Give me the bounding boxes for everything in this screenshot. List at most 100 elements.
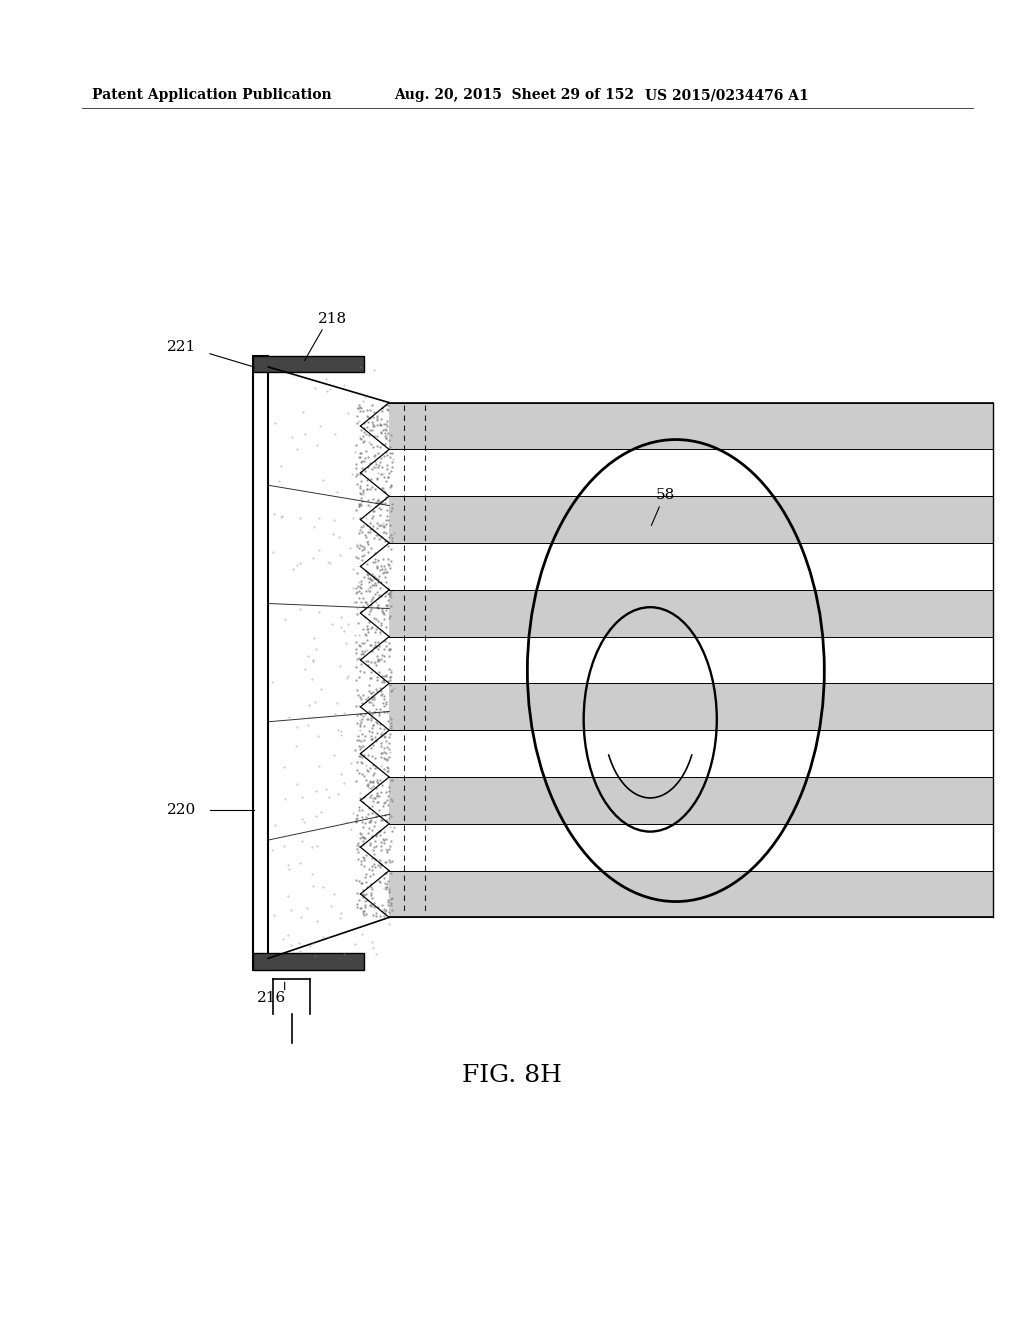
Point xyxy=(367,857,383,878)
Point xyxy=(352,463,369,484)
Point xyxy=(368,906,384,927)
Point xyxy=(365,855,381,876)
Point xyxy=(353,688,370,709)
Point xyxy=(365,412,381,433)
Point xyxy=(361,568,378,589)
Point xyxy=(362,787,379,808)
Point xyxy=(369,405,385,426)
Point xyxy=(372,821,388,842)
Point xyxy=(378,635,394,656)
Point xyxy=(352,577,369,598)
Point xyxy=(351,535,368,556)
Point xyxy=(380,758,396,779)
Point xyxy=(373,743,389,764)
Point xyxy=(358,770,375,791)
Point xyxy=(360,817,377,838)
Point xyxy=(351,647,368,668)
Point xyxy=(362,738,379,759)
Point xyxy=(368,568,384,589)
Point xyxy=(364,874,380,895)
Point xyxy=(381,738,397,759)
Point xyxy=(376,793,392,814)
Point xyxy=(380,554,396,576)
Point xyxy=(352,520,369,541)
Point xyxy=(351,667,368,688)
Point xyxy=(376,556,392,577)
Point xyxy=(376,759,392,780)
Point xyxy=(362,725,379,746)
Point xyxy=(352,442,369,463)
Point xyxy=(355,900,372,921)
Point xyxy=(356,447,373,469)
Point xyxy=(371,785,387,807)
Point xyxy=(353,873,370,894)
Point xyxy=(372,560,388,581)
Point xyxy=(351,587,368,609)
Point xyxy=(380,671,396,692)
Point xyxy=(359,822,376,843)
Point xyxy=(365,506,381,527)
Point xyxy=(369,409,385,430)
Point xyxy=(357,863,374,884)
Point xyxy=(376,722,392,743)
Point xyxy=(365,688,381,709)
Point xyxy=(364,458,380,479)
Point xyxy=(374,775,390,796)
Point xyxy=(355,715,372,737)
Point xyxy=(377,566,393,587)
Point xyxy=(383,451,399,473)
Point xyxy=(355,766,372,787)
Point xyxy=(370,414,386,436)
Point xyxy=(353,570,370,591)
Point xyxy=(367,747,383,768)
Point xyxy=(366,772,382,793)
Point xyxy=(373,414,389,436)
Point xyxy=(382,446,398,467)
Point xyxy=(357,903,374,924)
Point xyxy=(379,399,395,420)
Point xyxy=(352,475,369,496)
Point xyxy=(365,477,381,498)
Point xyxy=(354,458,371,479)
Point xyxy=(379,760,395,781)
Point xyxy=(360,603,377,624)
Point xyxy=(349,548,366,569)
Point xyxy=(355,482,372,503)
Point xyxy=(383,494,399,515)
Point xyxy=(371,649,387,671)
Point xyxy=(382,581,398,602)
Point xyxy=(366,837,382,858)
Point xyxy=(376,645,392,667)
Point xyxy=(379,810,395,832)
Point xyxy=(361,479,378,500)
Point xyxy=(378,809,394,830)
Point xyxy=(347,643,364,664)
Point xyxy=(356,412,373,433)
Point xyxy=(353,751,370,772)
Point xyxy=(362,661,379,682)
Point xyxy=(355,817,372,838)
Point xyxy=(378,665,394,686)
Point xyxy=(372,413,388,434)
Point xyxy=(355,744,372,766)
Point xyxy=(364,887,380,908)
Point xyxy=(382,606,398,627)
Point xyxy=(377,531,393,552)
Point xyxy=(369,581,385,602)
Point xyxy=(375,516,391,537)
Point xyxy=(365,840,381,861)
Point xyxy=(378,562,394,583)
Point xyxy=(349,405,366,426)
Point xyxy=(373,612,389,634)
Point xyxy=(370,669,386,690)
Point xyxy=(366,568,382,589)
Point xyxy=(374,895,390,916)
Point xyxy=(356,884,373,906)
Point xyxy=(357,895,374,916)
Point xyxy=(367,849,383,870)
Point xyxy=(383,461,399,482)
Point xyxy=(352,591,369,612)
Point xyxy=(369,467,385,488)
Point xyxy=(362,809,379,830)
Point xyxy=(376,738,392,759)
